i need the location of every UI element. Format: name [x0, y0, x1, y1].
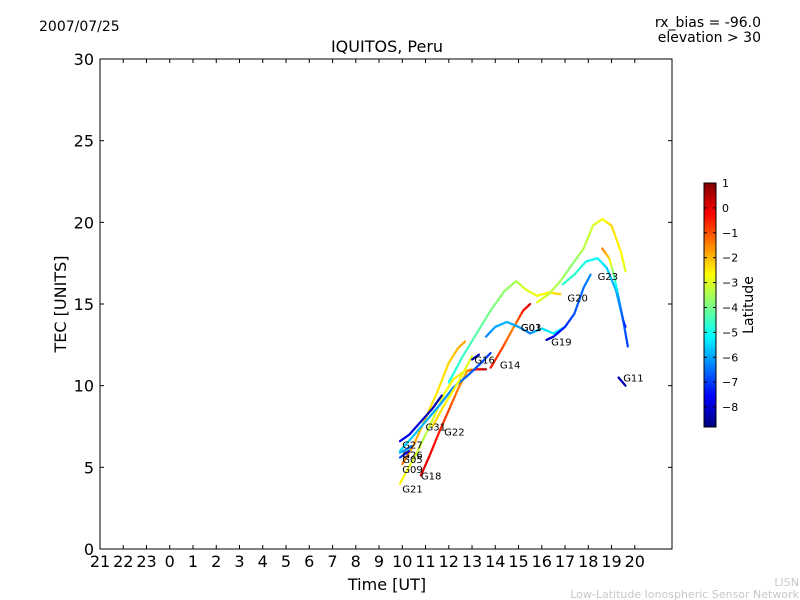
x-tick-label: 16: [532, 552, 552, 571]
x-tick-label: 4: [258, 552, 268, 571]
colorbar-tick-label: 0: [722, 202, 729, 215]
x-tick-label: 3: [234, 552, 244, 571]
colorbar-tick-label: −5: [722, 326, 738, 339]
x-axis-label: Time [UT]: [347, 575, 426, 594]
y-tick-label: 25: [74, 132, 94, 151]
series-segment: [527, 302, 532, 307]
x-tick-label: 17: [555, 552, 575, 571]
colorbar-tick-label: −8: [722, 401, 738, 414]
x-tick-label: 12: [439, 552, 459, 571]
series-segment: [623, 266, 627, 273]
series-segment: [588, 273, 592, 278]
colorbar-tick-label: −6: [722, 351, 738, 364]
series-g11: [601, 247, 627, 328]
x-tick-label: 23: [136, 552, 156, 571]
series-label-g19: G19: [551, 338, 571, 349]
date-label: 2007/07/25: [39, 19, 120, 35]
colorbar-tick-label: 1: [722, 177, 729, 190]
x-tick-label: 2: [211, 552, 221, 571]
series-g26: [398, 445, 413, 454]
series-label-g20: G20: [567, 294, 587, 305]
y-axis-label: TEC [UNITS]: [51, 256, 70, 354]
series-segment: [476, 353, 481, 357]
lisn-watermark: LISN: [774, 576, 799, 589]
x-tick-label: 11: [415, 552, 435, 571]
x-tick-label: 8: [351, 552, 361, 571]
series-label-g03: G03: [521, 323, 541, 334]
series-g22: [431, 355, 474, 428]
y-tick-label: 15: [74, 295, 94, 314]
series-label-g05: G05: [402, 455, 422, 466]
x-tick-label: 20: [625, 552, 645, 571]
series-g19: [545, 273, 592, 342]
x-tick-label: 1: [188, 552, 198, 571]
series-track-16: [617, 376, 627, 387]
x-tick-label: 9: [374, 552, 384, 571]
colorbar-tick-label: −7: [722, 376, 738, 389]
x-tick-label: 15: [508, 552, 528, 571]
x-tick-label: 14: [485, 552, 505, 571]
x-tick-label: 21: [90, 552, 110, 571]
x-tick-label: 5: [281, 552, 291, 571]
series-label-g27: G27: [402, 441, 422, 452]
series-segment: [462, 340, 467, 344]
series-g31: [398, 351, 492, 453]
series-g05: [398, 449, 411, 459]
colorbar-tick-label: −4: [722, 301, 738, 314]
y-axis: 0 5 10 15 20 25 30: [74, 50, 672, 559]
series-label-g23: G23: [598, 272, 618, 283]
colorbar-label: Latitude: [741, 276, 757, 334]
series-g16: [470, 353, 481, 361]
series-label-g09: G09: [402, 465, 422, 476]
series-segment: [409, 445, 413, 448]
series-segment: [623, 383, 627, 387]
y-tick-label: 5: [84, 458, 94, 477]
series-segment: [487, 351, 492, 356]
rx-bias-label: rx_bias = -96.0: [655, 15, 761, 31]
series-g01: [447, 280, 562, 384]
x-tick-label: 0: [165, 552, 175, 571]
x-axis: 21 22 23 0 1 2 3 4 5 6 7 8 9 10 11 12 13 14 15 16 17 18 19 20: [90, 59, 645, 571]
series-segment: [407, 449, 411, 453]
x-tick-label: 10: [392, 552, 412, 571]
x-tick-label: 19: [601, 552, 621, 571]
colorbar-tick-label: −1: [722, 227, 738, 240]
lisn-network-watermark: Low-Latitude Ionospheric Sensor Network: [570, 588, 799, 600]
series-g27: [398, 394, 443, 443]
series-segment: [439, 394, 443, 399]
x-tick-label: 7: [327, 552, 337, 571]
series-g20: [536, 217, 627, 304]
series-label-g21: G21: [402, 485, 422, 496]
series-label-g26: G26: [402, 450, 422, 461]
series-segment: [625, 341, 629, 348]
x-tick-label: 13: [462, 552, 482, 571]
x-tick-label: 18: [578, 552, 598, 571]
colorbar-tick-label: −3: [722, 277, 738, 290]
y-tick-label: 0: [84, 540, 94, 559]
series-label-g11: G11: [623, 374, 643, 385]
series-label-g01: G01: [521, 323, 541, 334]
y-tick-label: 10: [74, 377, 94, 396]
x-tick-label: 6: [304, 552, 314, 571]
chart-title: IQUITOS, Peru: [331, 37, 443, 56]
elevation-label: elevation > 30: [658, 30, 761, 46]
series-label-g16: G16: [474, 356, 494, 367]
colorbar-tick-label: −2: [722, 252, 738, 265]
series-label-g14: G14: [500, 360, 520, 371]
y-tick-label: 30: [74, 50, 94, 69]
series-label-g22: G22: [444, 427, 464, 438]
series-layer: [398, 217, 629, 485]
x-tick-label: 22: [113, 552, 133, 571]
series-segment: [468, 355, 474, 362]
series-label-g18: G18: [421, 472, 441, 483]
series-label-g31: G31: [426, 423, 446, 434]
y-tick-label: 20: [74, 213, 94, 232]
colorbar: [703, 182, 717, 428]
colorbar-ticks: 1 0 −1 −2 −3 −4 −5 −6 −7 −8: [704, 177, 738, 414]
